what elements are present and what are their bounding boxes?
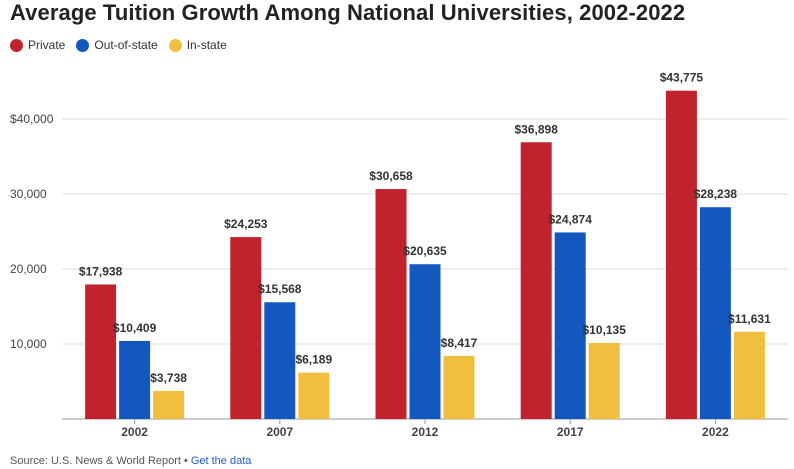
x-tick-label: 2017: [557, 425, 584, 439]
x-tick-label: 2022: [702, 425, 729, 439]
legend-label-private: Private: [28, 38, 66, 52]
bar: [230, 237, 262, 419]
data-label: $17,938: [79, 264, 123, 278]
y-tick-label: 10,000: [10, 337, 47, 351]
bar: [699, 207, 731, 419]
data-label: $3,738: [150, 371, 187, 385]
legend: Private Out-of-state In-state: [10, 38, 238, 52]
bar: [119, 340, 151, 419]
data-label: $10,135: [583, 323, 627, 337]
data-label: $15,568: [258, 282, 302, 296]
source-text: Source: U.S. News & World Report: [10, 455, 181, 467]
y-tick-label: 30,000: [10, 187, 47, 201]
legend-swatch-out-of-state: [76, 38, 90, 52]
legend-item-private: Private: [10, 38, 65, 52]
bar: [443, 355, 475, 419]
legend-item-out-of-state: Out-of-state: [76, 38, 158, 52]
bar: [153, 390, 185, 419]
data-label: $43,775: [660, 71, 704, 85]
bar: [733, 331, 765, 419]
x-tick-label: 2002: [121, 425, 148, 439]
data-label: $8,417: [441, 336, 478, 350]
bar: [85, 284, 117, 419]
x-tick-label: 2012: [412, 425, 439, 439]
bar: [554, 232, 586, 419]
y-tick-label: 20,000: [10, 262, 47, 276]
bar: [665, 90, 697, 419]
data-label: $30,658: [369, 169, 413, 183]
bar: [298, 372, 330, 419]
bar: [588, 342, 620, 419]
bar: [409, 264, 441, 419]
chart-title: Average Tuition Growth Among National Un…: [10, 0, 686, 25]
data-label: $24,253: [224, 217, 268, 231]
legend-swatch-private: [10, 38, 23, 52]
data-label: $11,631: [728, 312, 771, 326]
footer: Source: U.S. News & World Report • Get the…: [10, 455, 251, 467]
data-label: $36,898: [515, 122, 559, 136]
data-label: $6,189: [295, 353, 332, 367]
footer-separator: •: [183, 455, 188, 467]
bar: [264, 302, 296, 419]
y-tick-label: $40,000: [10, 112, 54, 126]
get-the-data-link[interactable]: Get the data: [190, 455, 252, 467]
legend-label-in-state: In-state: [186, 38, 227, 52]
bar: [375, 189, 407, 419]
legend-label-out-of-state: Out-of-state: [94, 38, 158, 52]
legend-swatch-in-state: [168, 38, 182, 52]
data-label: $24,874: [549, 212, 593, 226]
data-label: $10,409: [113, 321, 157, 335]
data-label: $20,635: [403, 244, 447, 258]
data-label: $28,238: [694, 187, 738, 201]
x-tick-label: 2007: [266, 425, 293, 439]
legend-item-in-state: In-state: [168, 38, 227, 52]
bar: [520, 142, 552, 419]
